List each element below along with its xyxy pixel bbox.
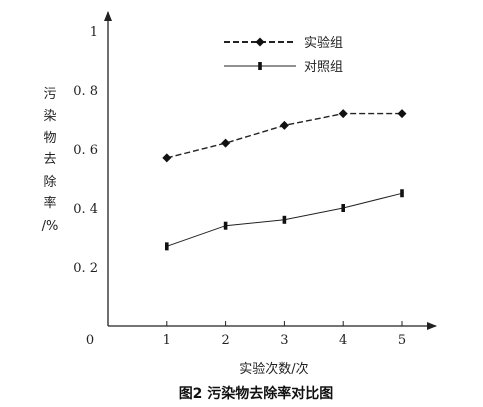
y-axis-label-char: /% (42, 219, 59, 234)
y-tick-label: 0. 8 (73, 84, 98, 99)
x-tick-label: 1 (163, 333, 171, 348)
y-tick-label: 1 (90, 25, 98, 40)
figure-caption: 图2 污染物去除率对比图 (179, 385, 334, 402)
x-tick-label: 4 (339, 333, 347, 348)
y-ticks: 0. 2 0. 4 0. 6 0. 8 1 (73, 25, 98, 276)
data-point (341, 204, 345, 212)
y-tick-label: 0. 2 (73, 261, 98, 276)
data-point (282, 215, 287, 224)
y-axis-label-char: 率 (43, 195, 56, 211)
x-tick-label: 3 (280, 333, 288, 348)
data-point (338, 109, 348, 119)
data-point (258, 62, 262, 70)
y-axis-label-char: 除 (43, 175, 56, 190)
series-line-1 (166, 112, 402, 159)
y-axis-label-char: 污 (43, 87, 56, 102)
x-tick-label: 5 (398, 333, 406, 348)
series-layer (162, 109, 407, 251)
y-tick-label: 0. 4 (73, 202, 98, 217)
y-axis-label: 污染物去除率 /% (42, 87, 59, 234)
data-point (221, 138, 231, 148)
x-tick-label: 2 (221, 333, 229, 348)
x-axis-label: 实验次数/次 (239, 361, 308, 377)
data-point (165, 242, 169, 251)
data-point (223, 221, 228, 230)
y-axis-label-char: 去 (43, 152, 56, 167)
legend-label: 实验组 (304, 35, 343, 51)
y-tick-label: 0. 6 (73, 143, 98, 158)
legend-label: 对照组 (304, 60, 343, 75)
x-ticks: 1 2 3 4 5 (163, 321, 406, 348)
data-point (162, 153, 172, 163)
origin-label: 0 (86, 333, 94, 348)
data-point (255, 37, 265, 47)
y-axis-label-char: 染 (43, 109, 56, 124)
data-point (279, 120, 289, 130)
y-axis-label-char: 物 (43, 131, 56, 146)
data-point (400, 189, 404, 198)
data-point (397, 109, 407, 119)
